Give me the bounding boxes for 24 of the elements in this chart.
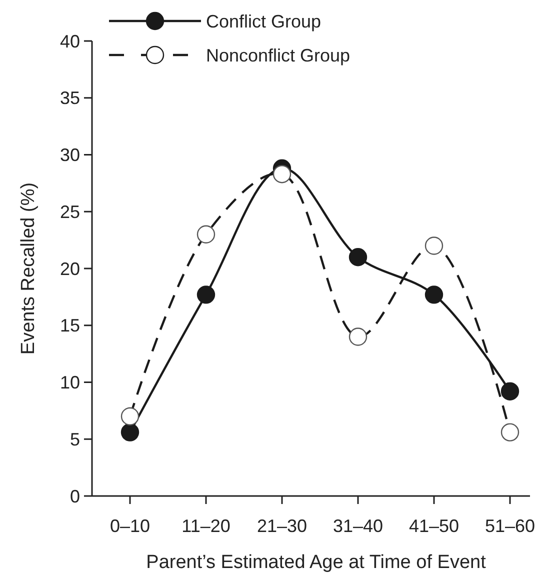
x-tick-label: 51–60 (484, 516, 536, 536)
legend-label: Conflict Group (206, 11, 322, 32)
x-tick-label: 11–20 (182, 516, 230, 536)
point (120, 423, 140, 442)
x-tick-label: 31–40 (332, 516, 384, 536)
point (348, 248, 368, 266)
y-tick-label: 40 (60, 31, 80, 52)
point (196, 286, 216, 304)
y-tick-label: 5 (70, 429, 80, 450)
x-tick-label: 0–10 (110, 516, 150, 536)
y-tick-label: 10 (60, 372, 80, 393)
x-tick-label: 21–30 (256, 516, 308, 536)
x-tick-label: 41–50 (408, 516, 460, 536)
x-axis-title: Parent’s Estimated Age at Time of Event (146, 552, 487, 573)
y-tick-label: 0 (70, 486, 80, 506)
point (424, 286, 444, 304)
y-axis-title: Events Recalled (%) (18, 182, 39, 355)
point (500, 382, 520, 400)
legend-label: Nonconflict Group (206, 45, 350, 66)
y-tick-label: 25 (60, 202, 80, 222)
y-tick-label: 15 (60, 316, 80, 336)
y-tick-label: 20 (60, 258, 80, 279)
y-tick-label: 30 (60, 145, 80, 166)
y-tick-label: 35 (60, 88, 80, 108)
